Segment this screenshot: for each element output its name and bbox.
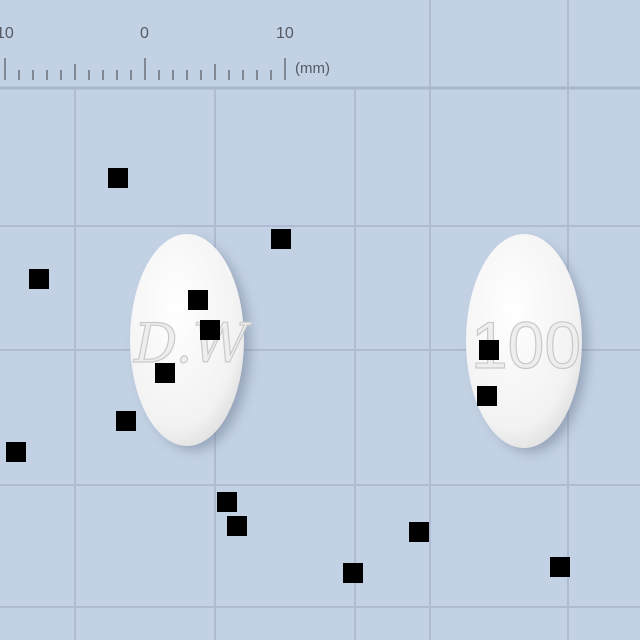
ruler-ticks (4, 58, 286, 80)
ruler-label-zero: 0 (140, 25, 149, 42)
marker (188, 290, 208, 310)
marker (550, 557, 570, 577)
marker (271, 229, 291, 249)
markers (6, 168, 570, 583)
marker (155, 363, 175, 383)
ruler-label-left: 10 (0, 25, 14, 42)
marker (108, 168, 128, 188)
marker (6, 442, 26, 462)
ruler-label-right: 10 (276, 25, 294, 42)
marker (116, 411, 136, 431)
marker (477, 386, 497, 406)
marker (29, 269, 49, 289)
marker (227, 516, 247, 536)
marker (479, 340, 499, 360)
pill-dw: D.W (130, 234, 253, 450)
marker (343, 563, 363, 583)
pill-imprint-dw: D.W (133, 312, 253, 375)
marker (217, 492, 237, 512)
ruler-unit: (mm) (295, 60, 330, 77)
marker (409, 522, 429, 542)
marker (200, 320, 220, 340)
